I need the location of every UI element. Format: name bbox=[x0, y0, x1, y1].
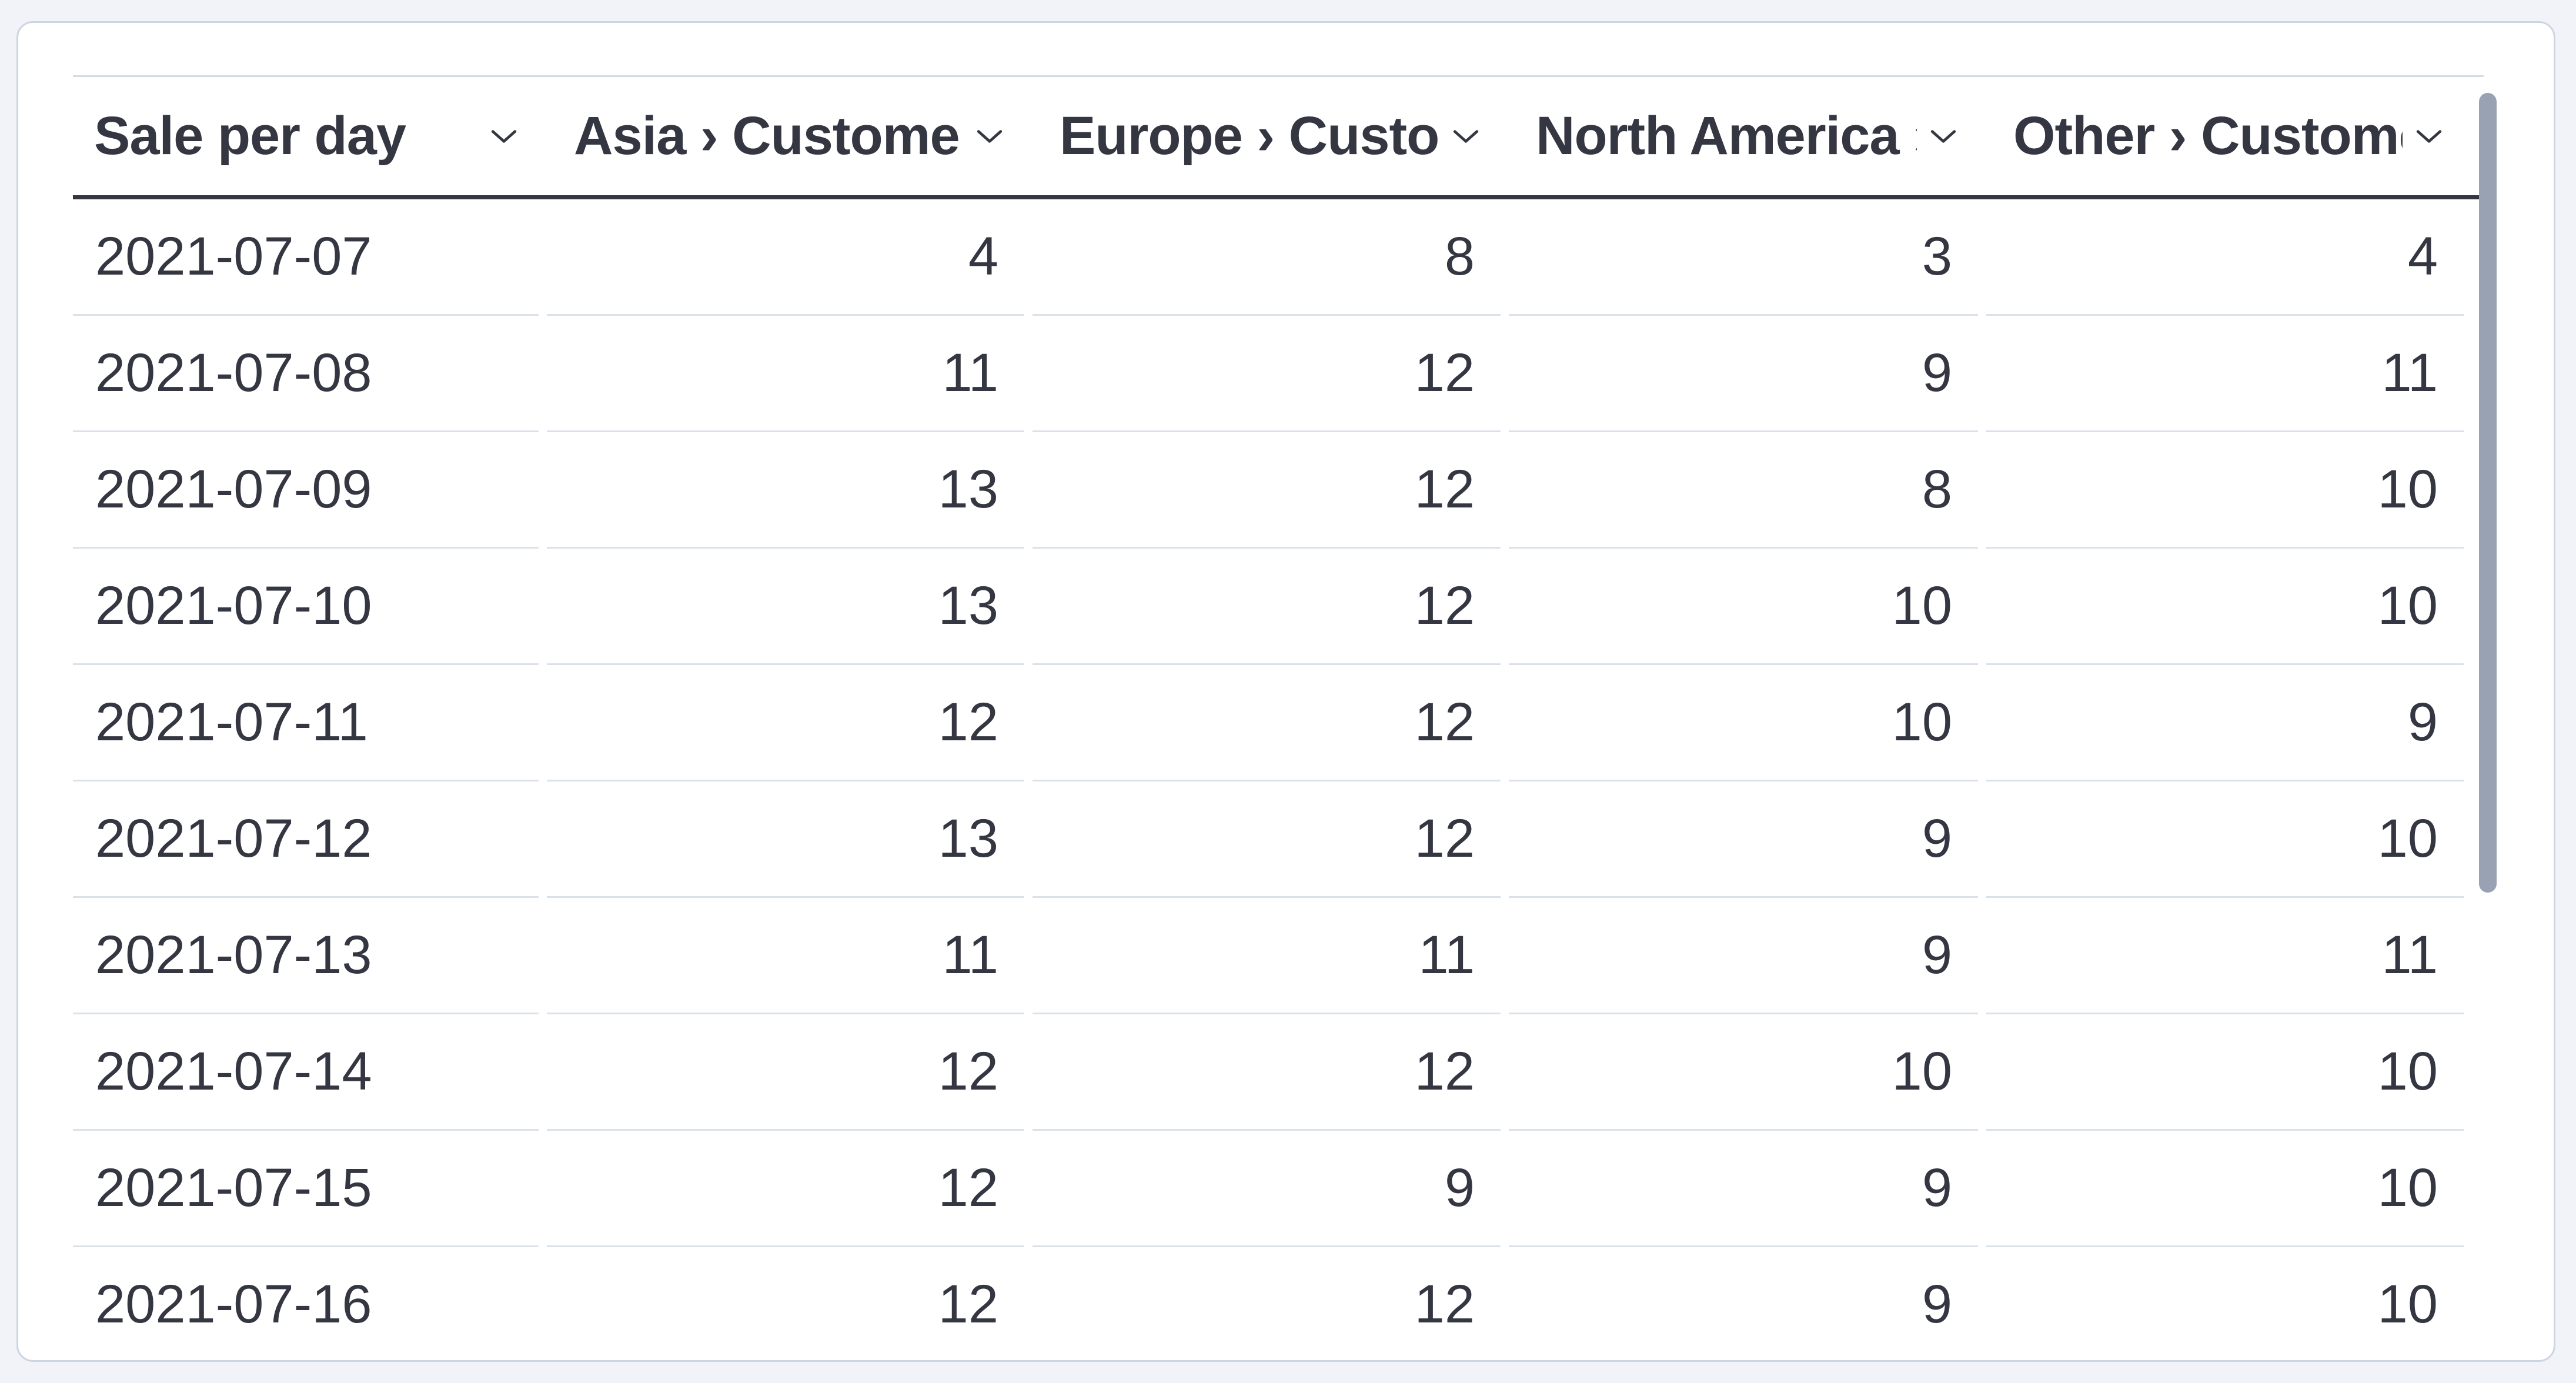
value-cell: 12 bbox=[1033, 781, 1501, 898]
chevron-down-icon[interactable] bbox=[963, 128, 1003, 145]
value-cell: 3 bbox=[1509, 199, 1978, 316]
value-cell: 12 bbox=[547, 1131, 1024, 1247]
sale-per-day-table: Sale per day Asia › Customers Europe › Cus… bbox=[73, 75, 2484, 1360]
value-cell: 12 bbox=[1033, 665, 1501, 781]
value-cell: 10 bbox=[1986, 1131, 2464, 1247]
table-row: 2021-07-11 12 12 10 9 bbox=[73, 665, 2484, 781]
date-cell: 2021-07-07 bbox=[73, 199, 539, 316]
table-row: 2021-07-13 11 11 9 11 bbox=[73, 898, 2484, 1014]
value-cell: 11 bbox=[547, 898, 1024, 1014]
value-cell: 11 bbox=[1986, 316, 2464, 432]
chevron-down-icon[interactable] bbox=[1917, 128, 1957, 145]
value-cell: 9 bbox=[1986, 665, 2464, 781]
date-cell: 2021-07-12 bbox=[73, 781, 539, 898]
value-cell: 4 bbox=[547, 199, 1024, 316]
value-cell: 10 bbox=[1509, 1014, 1978, 1131]
date-cell: 2021-07-15 bbox=[73, 1131, 539, 1247]
column-header-label: North America › Customers bbox=[1536, 106, 1917, 166]
value-cell: 11 bbox=[1986, 898, 2464, 1014]
datatable-panel: Sale per day Asia › Customers Europe › Cus… bbox=[16, 21, 2555, 1362]
value-cell: 13 bbox=[547, 549, 1024, 665]
value-cell: 10 bbox=[1986, 432, 2464, 549]
date-cell: 2021-07-11 bbox=[73, 665, 539, 781]
table-row: 2021-07-12 13 12 9 10 bbox=[73, 781, 2484, 898]
table-row: 2021-07-09 13 12 8 10 bbox=[73, 432, 2484, 549]
date-cell: 2021-07-09 bbox=[73, 432, 539, 549]
value-cell: 13 bbox=[547, 432, 1024, 549]
column-header-asia-customers[interactable]: Asia › Customers bbox=[547, 77, 1024, 195]
date-cell: 2021-07-16 bbox=[73, 1247, 539, 1360]
column-header-north-america-customers[interactable]: North America › Customers bbox=[1509, 77, 1978, 195]
chevron-down-icon[interactable] bbox=[1439, 128, 1479, 145]
table-row: 2021-07-10 13 12 10 10 bbox=[73, 549, 2484, 665]
value-cell: 11 bbox=[1033, 898, 1501, 1014]
value-cell: 12 bbox=[1033, 1247, 1501, 1360]
column-header-label: Asia › Customers bbox=[574, 106, 963, 166]
value-cell: 12 bbox=[547, 665, 1024, 781]
table-row: 2021-07-07 4 8 3 4 bbox=[73, 199, 2484, 316]
chevron-down-icon[interactable] bbox=[2403, 128, 2443, 145]
date-cell: 2021-07-08 bbox=[73, 316, 539, 432]
value-cell: 9 bbox=[1033, 1131, 1501, 1247]
column-header-europe-customers[interactable]: Europe › Customers bbox=[1033, 77, 1501, 195]
value-cell: 12 bbox=[1033, 549, 1501, 665]
value-cell: 10 bbox=[1986, 1247, 2464, 1360]
value-cell: 13 bbox=[547, 781, 1024, 898]
value-cell: 10 bbox=[1986, 781, 2464, 898]
table-row: 2021-07-16 12 12 9 10 bbox=[73, 1247, 2484, 1360]
value-cell: 12 bbox=[547, 1014, 1024, 1131]
table-row: 2021-07-15 12 9 9 10 bbox=[73, 1131, 2484, 1247]
value-cell: 9 bbox=[1509, 1247, 1978, 1360]
value-cell: 10 bbox=[1509, 665, 1978, 781]
column-header-label: Other › Customers bbox=[2013, 106, 2403, 166]
value-cell: 12 bbox=[1033, 1014, 1501, 1131]
value-cell: 10 bbox=[1509, 549, 1978, 665]
value-cell: 9 bbox=[1509, 781, 1978, 898]
table-row: 2021-07-14 12 12 10 10 bbox=[73, 1014, 2484, 1131]
column-header-other-customers[interactable]: Other › Customers bbox=[1986, 77, 2464, 195]
value-cell: 9 bbox=[1509, 316, 1978, 432]
date-cell: 2021-07-14 bbox=[73, 1014, 539, 1131]
value-cell: 9 bbox=[1509, 1131, 1978, 1247]
date-cell: 2021-07-13 bbox=[73, 898, 539, 1014]
value-cell: 12 bbox=[547, 1247, 1024, 1360]
column-header-label: Sale per day bbox=[94, 106, 406, 166]
table-body: 2021-07-07 4 8 3 4 2021-07-08 11 12 9 11 2021-07-0… bbox=[73, 199, 2484, 1360]
value-cell: 4 bbox=[1986, 199, 2464, 316]
table-row: 2021-07-08 11 12 9 11 bbox=[73, 316, 2484, 432]
value-cell: 8 bbox=[1033, 199, 1501, 316]
value-cell: 12 bbox=[1033, 316, 1501, 432]
chevron-down-icon[interactable] bbox=[477, 128, 517, 145]
value-cell: 8 bbox=[1509, 432, 1978, 549]
value-cell: 10 bbox=[1986, 1014, 2464, 1131]
value-cell: 10 bbox=[1986, 549, 2464, 665]
value-cell: 12 bbox=[1033, 432, 1501, 549]
value-cell: 9 bbox=[1509, 898, 1978, 1014]
date-cell: 2021-07-10 bbox=[73, 549, 539, 665]
table-header-row: Sale per day Asia › Customers Europe › Cus… bbox=[73, 75, 2484, 199]
column-header-label: Europe › Customers bbox=[1060, 106, 1439, 166]
vertical-scrollbar-thumb[interactable] bbox=[2479, 93, 2497, 893]
value-cell: 11 bbox=[547, 316, 1024, 432]
column-header-sale-per-day[interactable]: Sale per day bbox=[73, 77, 539, 195]
